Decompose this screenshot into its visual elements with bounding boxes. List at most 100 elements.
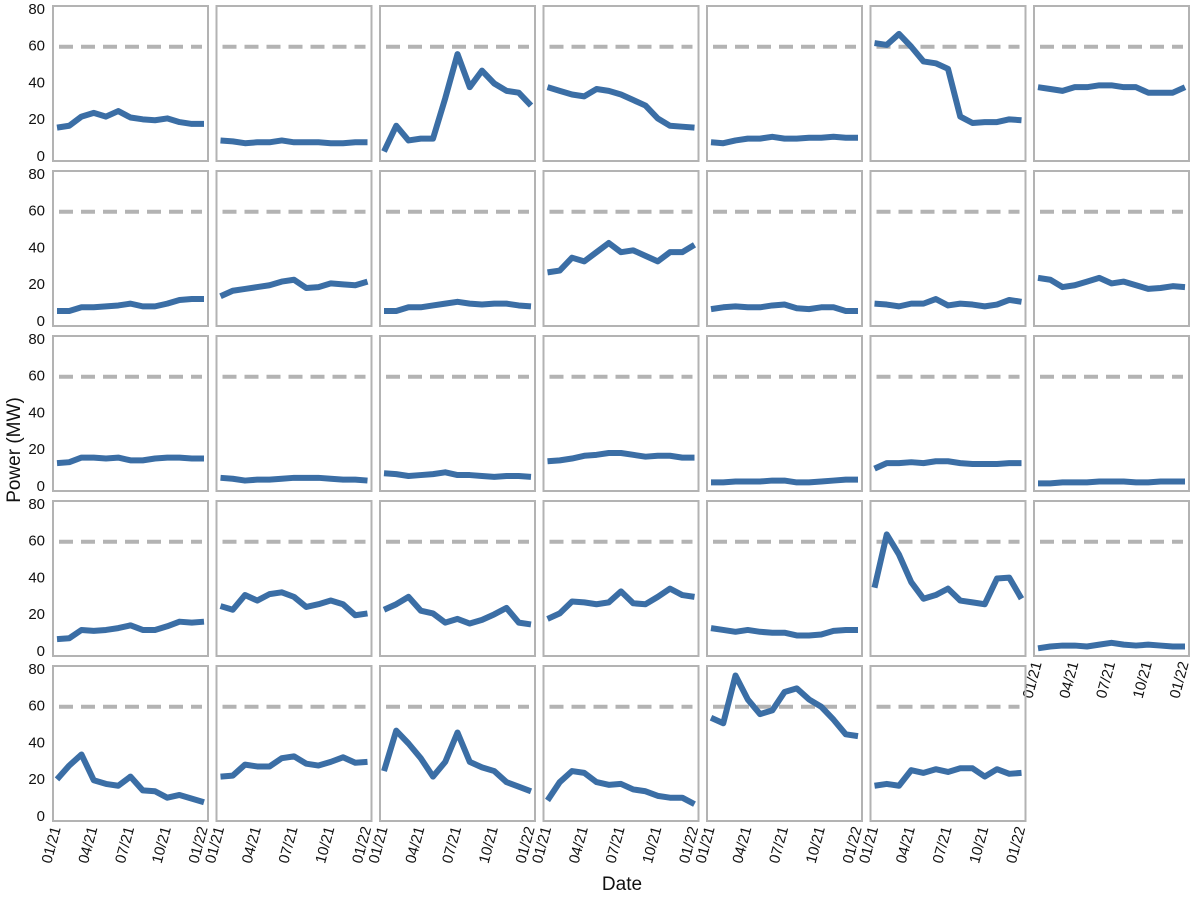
data-line bbox=[1037, 82, 1187, 96]
y-tick-label: 60 bbox=[28, 38, 45, 55]
x-tick-label: 10/21 bbox=[476, 825, 502, 866]
panel-frame bbox=[869, 500, 1027, 657]
data-line bbox=[54, 751, 205, 806]
y-tick-label: 20 bbox=[28, 771, 45, 788]
x-tick-label: 04/21 bbox=[402, 825, 428, 866]
panel-frame bbox=[52, 170, 209, 327]
y-tick-label: 80 bbox=[28, 496, 45, 513]
data-line bbox=[383, 469, 532, 480]
y-tick-label: 20 bbox=[28, 441, 45, 458]
panel-frame bbox=[542, 335, 700, 492]
y-tick-label: 20 bbox=[28, 276, 45, 293]
x-tick-label: 04/21 bbox=[1056, 660, 1082, 701]
x-tick-label: 07/21 bbox=[276, 825, 302, 866]
data-line bbox=[219, 276, 369, 300]
panel-frame bbox=[215, 5, 373, 162]
panel-frame bbox=[869, 665, 1027, 822]
panel-frame bbox=[1033, 335, 1190, 492]
y-tick-label: 60 bbox=[28, 203, 45, 220]
x-tick-label: 10/21 bbox=[149, 825, 175, 866]
panel-frame bbox=[1033, 170, 1190, 327]
x-tick-label: 07/21 bbox=[766, 825, 792, 866]
data-line bbox=[710, 625, 858, 639]
y-tick-label: 0 bbox=[37, 643, 45, 660]
data-line bbox=[57, 296, 204, 314]
x-tick-label: 01/22 bbox=[1003, 825, 1029, 866]
panel-frame bbox=[542, 5, 700, 162]
data-line bbox=[873, 458, 1022, 472]
panel-frame bbox=[379, 170, 536, 327]
x-tick-label: 04/21 bbox=[566, 825, 592, 866]
y-tick-label: 60 bbox=[28, 368, 45, 385]
panel-frame bbox=[706, 335, 863, 492]
y-tick-label: 80 bbox=[28, 1, 45, 18]
panel-frame bbox=[869, 335, 1027, 492]
panel-frame bbox=[706, 170, 863, 327]
x-tick-label: 01/22 bbox=[1167, 660, 1193, 701]
panel-frame bbox=[1033, 500, 1190, 657]
y-tick-label: 40 bbox=[28, 74, 45, 91]
panel-frame bbox=[52, 335, 209, 492]
y-tick-label: 0 bbox=[37, 808, 45, 825]
x-tick-label: 07/21 bbox=[1093, 660, 1119, 701]
data-line bbox=[711, 476, 858, 486]
x-axis-title: Date bbox=[602, 874, 642, 895]
panel-frame bbox=[706, 500, 863, 657]
y-tick-label: 60 bbox=[28, 533, 45, 550]
y-tick-label: 40 bbox=[28, 569, 45, 586]
panel-frame bbox=[52, 500, 209, 657]
panel-frame bbox=[215, 665, 373, 822]
x-tick-label: 07/21 bbox=[112, 825, 138, 866]
panel-frame bbox=[869, 170, 1027, 327]
x-tick-label: 04/21 bbox=[75, 825, 101, 866]
panel-frame bbox=[706, 665, 863, 822]
x-tick-label: 04/21 bbox=[729, 825, 755, 866]
data-line bbox=[874, 765, 1022, 789]
data-line bbox=[545, 768, 696, 807]
data-line bbox=[381, 51, 534, 153]
y-tick-label: 20 bbox=[28, 111, 45, 128]
data-line bbox=[547, 450, 695, 465]
x-tick-label: 10/21 bbox=[312, 825, 338, 866]
panel-frame bbox=[52, 665, 209, 822]
panel-frame bbox=[379, 665, 536, 822]
panel-frame bbox=[52, 5, 209, 162]
y-tick-label: 60 bbox=[28, 698, 45, 715]
data-line bbox=[56, 108, 204, 131]
x-tick-label: 07/21 bbox=[930, 825, 956, 866]
data-line bbox=[871, 531, 1025, 608]
y-tick-label: 0 bbox=[37, 478, 45, 495]
data-line bbox=[710, 133, 858, 147]
panel-frame bbox=[542, 170, 700, 327]
panel-frame bbox=[869, 5, 1027, 162]
data-line bbox=[547, 239, 697, 276]
panel-frame bbox=[542, 500, 700, 657]
data-line bbox=[1037, 274, 1186, 292]
y-tick-label: 80 bbox=[28, 331, 45, 348]
panel-frame bbox=[379, 500, 536, 657]
data-line bbox=[381, 727, 533, 795]
data-line bbox=[56, 454, 204, 467]
x-tick-label: 07/21 bbox=[439, 825, 465, 866]
y-tick-label: 40 bbox=[28, 734, 45, 751]
panel-frame bbox=[215, 500, 373, 657]
y-tick-label: 40 bbox=[28, 404, 45, 421]
data-line bbox=[219, 589, 368, 619]
data-line bbox=[220, 474, 368, 484]
data-line bbox=[874, 296, 1022, 310]
data-line bbox=[220, 137, 368, 147]
data-line bbox=[56, 618, 205, 643]
data-line bbox=[382, 593, 532, 628]
y-tick-label: 80 bbox=[28, 166, 45, 183]
x-tick-label: 04/21 bbox=[239, 825, 265, 866]
panel-frame bbox=[1033, 5, 1190, 162]
y-axis-title: Power (MW) bbox=[4, 397, 25, 503]
data-line bbox=[546, 585, 695, 622]
y-tick-label: 20 bbox=[28, 606, 45, 623]
x-tick-label: 10/21 bbox=[639, 825, 665, 866]
x-tick-label: 07/21 bbox=[603, 825, 629, 866]
x-tick-label: 10/21 bbox=[1130, 660, 1156, 701]
panel-frame bbox=[542, 665, 700, 822]
x-tick-label: 10/21 bbox=[966, 825, 992, 866]
